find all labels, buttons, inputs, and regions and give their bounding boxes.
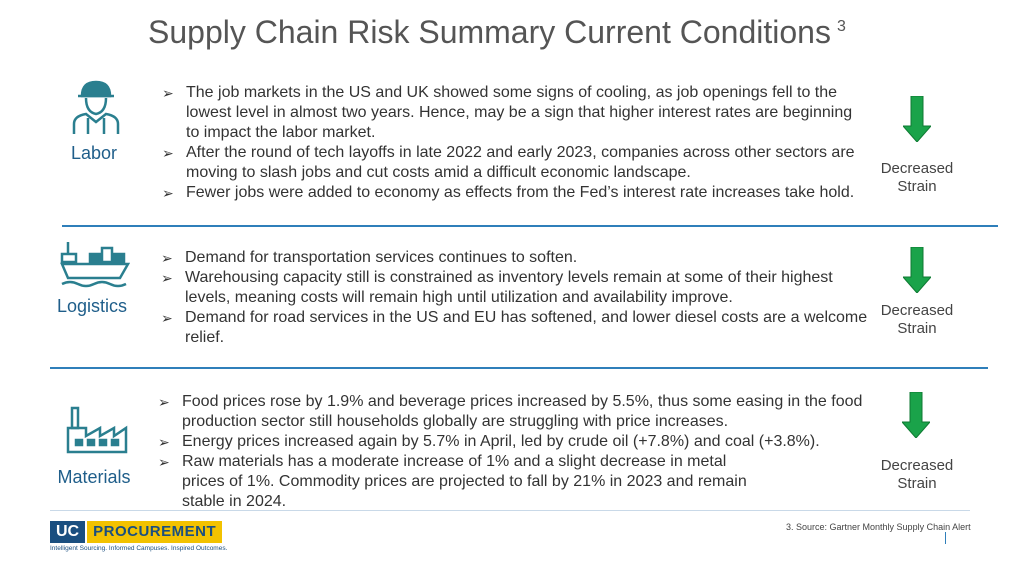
logo-tagline: Intelligent Sourcing. Informed Campuses.… [50, 545, 228, 552]
logo-procurement-text: PROCUREMENT [87, 521, 223, 543]
list-item: ➢ Food prices rose by 1.9% and beverage p… [158, 393, 863, 430]
uc-procurement-logo: UC PROCUREMENT Intelligent Sourcing. Inf… [50, 521, 227, 552]
list-item: ➢ Demand for transportation services cont… [161, 249, 578, 266]
title-text: Supply Chain Risk Summary Current Condit… [148, 14, 831, 50]
cargo-ship-icon [60, 240, 131, 293]
bullet-arrow-icon: ➢ [161, 310, 173, 326]
worker-icon [68, 76, 124, 141]
down-arrow-icon [900, 391, 932, 443]
source-footnote: 3. Source: Gartner Monthly Supply Chain … [786, 522, 971, 532]
down-arrow-icon [901, 95, 933, 147]
bullet-arrow-icon: ➢ [161, 250, 173, 266]
logo-uc-text: UC [50, 521, 86, 543]
section-label-logistics: Logistics [56, 296, 128, 316]
title-footnote-ref: 3 [836, 18, 846, 35]
section-label-materials: Materials [57, 467, 131, 487]
down-arrow-icon [901, 246, 933, 298]
list-item: ➢ Warehousing capacity still is constrain… [161, 269, 833, 306]
bullet-arrow-icon: ➢ [162, 85, 174, 101]
page-marker [945, 532, 946, 544]
section-divider [62, 225, 998, 227]
section-divider [50, 367, 988, 369]
list-item: ➢ Raw materials has a moderate increase o… [158, 453, 747, 510]
list-item: ➢ Demand for road services in the US and … [161, 309, 868, 346]
bullet-arrow-icon: ➢ [162, 185, 174, 201]
slide-title: Supply Chain Risk Summary Current Condit… [148, 14, 846, 51]
list-item: ➢ After the round of tech layoffs in late… [162, 144, 855, 181]
status-materials: Decreased Strain [880, 457, 954, 492]
logistics-bullets: ➢ Demand for transportation services cont… [161, 248, 873, 348]
materials-bullets: ➢ Food prices rose by 1.9% and beverage p… [158, 392, 878, 512]
bullet-arrow-icon: ➢ [158, 434, 170, 450]
footer-divider [50, 510, 970, 511]
status-logistics: Decreased Strain [880, 302, 954, 337]
status-labor: Decreased Strain [880, 160, 954, 195]
bullet-arrow-icon: ➢ [158, 394, 170, 410]
list-item: ➢ Fewer jobs were added to economy as eff… [162, 184, 855, 201]
factory-icon [66, 404, 128, 459]
bullet-arrow-icon: ➢ [161, 270, 173, 286]
bullet-arrow-icon: ➢ [162, 145, 174, 161]
bullet-arrow-icon: ➢ [158, 454, 170, 470]
labor-bullets: ➢ The job markets in the US and UK showed… [162, 83, 862, 203]
list-item: ➢ Energy prices increased again by 5.7% i… [158, 433, 820, 450]
list-item: ➢ The job markets in the US and UK showed… [162, 84, 853, 141]
section-label-labor: Labor [70, 143, 118, 163]
